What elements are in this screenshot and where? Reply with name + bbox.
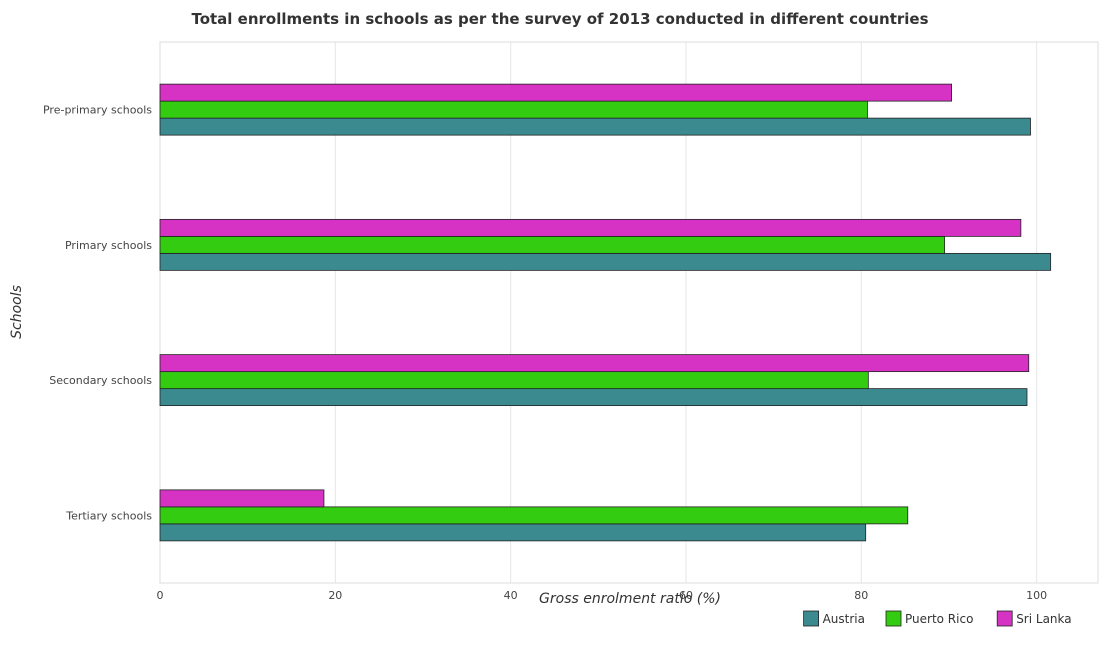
bar-puerto-rico-tertiary-schools [159, 506, 909, 525]
y-axis-title: Schools [9, 285, 25, 339]
y-tick-label: Pre-primary schools [43, 104, 152, 117]
x-axis-title: Gross enrolment ratio (%) [539, 591, 721, 607]
y-tick-labels: Pre-primary schools Primary schools Second… [43, 104, 152, 523]
bar-sri-lanka-secondary-schools [159, 354, 1030, 373]
plot-area-frame [159, 41, 1099, 584]
legend-label-puerto-rico: Puerto Rico [905, 612, 973, 626]
bar-austria-primary-schools [159, 252, 1052, 271]
x-tick-label: 40 [504, 589, 518, 602]
bar-sri-lanka-pre-primary-schools [159, 83, 953, 102]
bar-austria-pre-primary-schools [159, 117, 1031, 136]
bar-puerto-rico-pre-primary-schools [159, 100, 868, 119]
x-tick-label: 100 [1026, 589, 1047, 602]
legend: Austria Puerto Rico Sri Lanka [803, 610, 1072, 627]
bar-austria-secondary-schools [159, 388, 1028, 407]
x-tick-label: 20 [328, 589, 342, 602]
x-tick-label: 0 [157, 589, 164, 602]
legend-label-sri-lanka: Sri Lanka [1016, 612, 1071, 626]
x-tick-labels: 0 20 40 60 80 100 [157, 589, 1048, 602]
y-tick-label: Primary schools [65, 239, 152, 252]
y-tick-label: Tertiary schools [65, 509, 152, 522]
bar-sri-lanka-primary-schools [159, 218, 1022, 237]
legend-swatch-puerto-rico [885, 610, 902, 627]
legend-swatch-austria [803, 610, 819, 627]
bar-puerto-rico-primary-schools [159, 235, 945, 254]
bar-puerto-rico-secondary-schools [159, 371, 869, 390]
chart-title: Total enrollments in schools as per the … [191, 10, 928, 28]
bar-austria-tertiary-schools [159, 523, 867, 542]
x-tick-label: 80 [854, 589, 868, 602]
legend-label-austria: Austria [823, 612, 865, 626]
bars [159, 83, 1052, 542]
y-tick-label: Secondary schools [49, 374, 152, 387]
bar-sri-lanka-tertiary-schools [159, 489, 325, 508]
legend-swatch-sri-lanka [996, 610, 1013, 627]
x-tick-label: 60 [679, 589, 693, 602]
